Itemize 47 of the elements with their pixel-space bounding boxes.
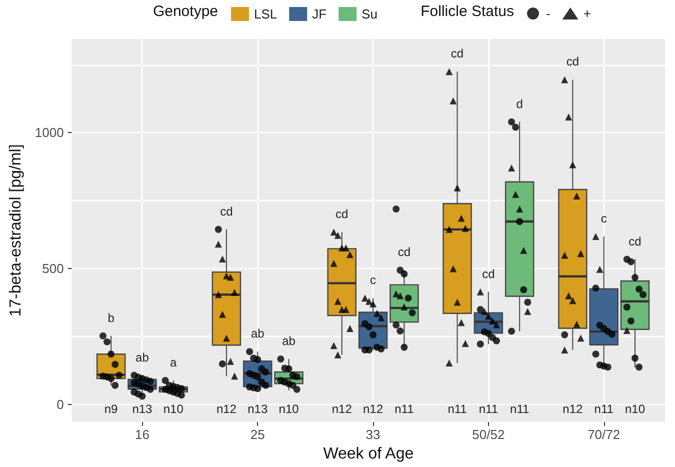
- annotation: cd: [336, 207, 348, 222]
- annotation: n11: [394, 402, 414, 416]
- annotation: ab: [282, 334, 296, 348]
- annotation: d: [516, 96, 523, 111]
- annotation: c: [370, 273, 376, 288]
- annotation: n11: [510, 402, 530, 416]
- annotation: cd: [220, 204, 233, 218]
- legend-label: LSL: [254, 6, 278, 22]
- legend-label: +: [583, 6, 591, 21]
- legend-label: JF: [312, 6, 327, 22]
- x-tick-label: 70/72: [588, 427, 620, 442]
- y-axis-title: 17-beta-estradiol [pg/ml]: [8, 144, 24, 317]
- x-tick-label: 16: [134, 427, 150, 442]
- annotation: n12: [332, 402, 352, 416]
- y-tick-label: 0: [56, 396, 64, 412]
- text: Genotype: [152, 3, 218, 20]
- annotation: cd: [398, 245, 411, 260]
- y-tick-label: 1000: [34, 125, 64, 140]
- annotation: ab: [250, 326, 265, 341]
- annotation: n10: [163, 402, 184, 416]
- x-tick-label: 33: [366, 427, 380, 442]
- x-tick-label: 50/52: [472, 427, 505, 442]
- annotation: n10: [278, 402, 300, 416]
- annotation: c: [600, 211, 607, 226]
- x-axis-title: Week of Age: [323, 446, 414, 462]
- annotation: cd: [566, 54, 580, 69]
- annotation: a: [170, 355, 178, 370]
- annotation: n12: [562, 402, 584, 416]
- annotation: n10: [624, 402, 646, 416]
- legend-label: Su: [362, 6, 378, 22]
- annotation: n11: [478, 402, 498, 416]
- y-tick-label: 500: [42, 261, 64, 276]
- legend-label: -: [546, 6, 550, 21]
- annotation: n13: [132, 402, 153, 416]
- annotation: ab: [136, 350, 150, 364]
- annotation: n11: [448, 402, 468, 416]
- annotation: cd: [628, 234, 642, 248]
- annotation: b: [108, 310, 115, 325]
- annotation: n12: [363, 402, 384, 416]
- annotation: n9: [104, 402, 118, 416]
- annotation: n12: [216, 402, 237, 416]
- x-tick-label: 25: [250, 427, 265, 442]
- text: Follicle Status: [420, 3, 514, 20]
- annotation: cd: [450, 46, 464, 61]
- annotation: n11: [594, 402, 614, 416]
- annotation: cd: [482, 266, 495, 281]
- annotation: n13: [248, 402, 268, 416]
